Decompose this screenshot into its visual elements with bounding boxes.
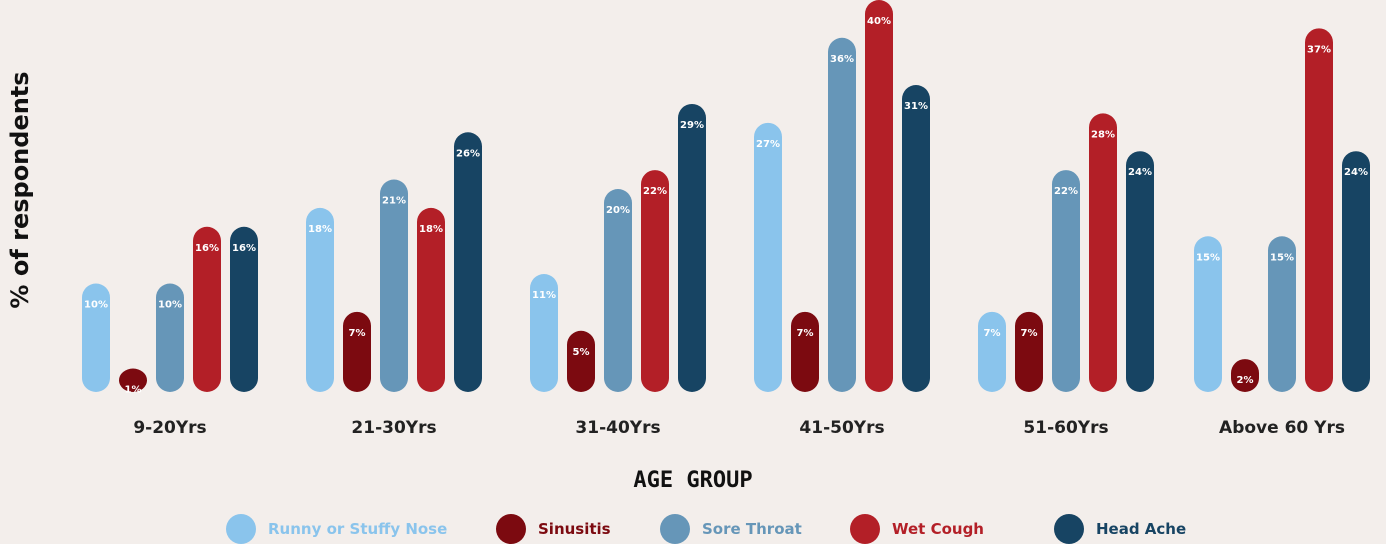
legend-item: Sore Throat xyxy=(660,514,802,544)
data-label: 24% xyxy=(1128,167,1152,178)
bar-sore-throat-3 xyxy=(604,189,632,392)
data-label: 10% xyxy=(158,300,182,311)
data-label: 7% xyxy=(797,328,814,339)
bar-sinusitis-4 xyxy=(791,311,819,392)
legend-label: Runny or Stuffy Nose xyxy=(268,520,448,538)
data-label: 16% xyxy=(232,243,256,254)
bar-sore-throat-6 xyxy=(1268,236,1296,392)
legend-label: Sinusitis xyxy=(538,520,611,538)
data-label: 29% xyxy=(680,120,704,131)
data-label: 28% xyxy=(1091,129,1115,140)
bar-head-ache-6 xyxy=(1342,151,1370,392)
bar-head-ache-2 xyxy=(454,132,482,393)
bar-sore-throat-5 xyxy=(1052,170,1080,392)
legend-label: Sore Throat xyxy=(702,520,802,538)
data-label: 7% xyxy=(984,328,1001,339)
data-label: 36% xyxy=(830,54,854,65)
data-label: 24% xyxy=(1344,167,1368,178)
bar-wet-cough-5 xyxy=(1089,113,1117,393)
bar-runny-or-stuffy-nose-3 xyxy=(530,274,558,392)
x-tick-label: Above 60 Yrs xyxy=(1219,418,1345,438)
bar-wet-cough-1 xyxy=(193,226,221,392)
bar-wet-cough-6 xyxy=(1305,28,1333,392)
legend-swatch xyxy=(660,514,690,544)
data-label: 22% xyxy=(1054,186,1078,197)
bar-runny-or-stuffy-nose-1 xyxy=(82,283,110,392)
bar-sinusitis-1 xyxy=(119,368,147,392)
data-label: 1% xyxy=(125,385,142,396)
bar-sinusitis-2 xyxy=(343,311,371,392)
bar-sore-throat-1 xyxy=(156,283,184,392)
legend-item: Head Ache xyxy=(1054,514,1186,544)
data-label: 15% xyxy=(1196,252,1220,263)
bar-head-ache-1 xyxy=(230,226,258,392)
bar-sore-throat-4 xyxy=(828,37,856,393)
x-tick-label: 21-30Yrs xyxy=(351,418,436,438)
legend-swatch xyxy=(226,514,256,544)
bar-sinusitis-6 xyxy=(1231,359,1259,392)
bar-wet-cough-3 xyxy=(641,170,669,392)
legend-label: Wet Cough xyxy=(892,520,984,538)
bar-head-ache-4 xyxy=(902,85,930,393)
data-label: 15% xyxy=(1270,252,1294,263)
bar-sinusitis-5 xyxy=(1015,311,1043,392)
x-tick-label: 51-60Yrs xyxy=(1023,418,1108,438)
x-tick-label: 9-20Yrs xyxy=(133,418,206,438)
bar-sinusitis-3 xyxy=(567,330,595,392)
data-label: 18% xyxy=(419,224,443,235)
x-tick-label: 31-40Yrs xyxy=(575,418,660,438)
data-label: 18% xyxy=(308,224,332,235)
legend-swatch xyxy=(496,514,526,544)
data-label: 26% xyxy=(456,148,480,159)
legend-swatch xyxy=(1054,514,1084,544)
legend-label: Head Ache xyxy=(1096,520,1187,538)
bar-runny-or-stuffy-nose-2 xyxy=(306,207,334,392)
bar-head-ache-5 xyxy=(1126,151,1154,392)
data-label: 37% xyxy=(1307,44,1331,55)
legend-item: Runny or Stuffy Nose xyxy=(226,514,447,544)
data-label: 10% xyxy=(84,300,108,311)
legend-item: Sinusitis xyxy=(496,514,611,544)
legend-swatch xyxy=(850,514,880,544)
x-tick-label: 41-50Yrs xyxy=(799,418,884,438)
bar-sore-throat-2 xyxy=(380,179,408,392)
legend: Runny or Stuffy Nose Sinusitis Sore Throat… xyxy=(0,514,1386,544)
bar-runny-or-stuffy-nose-4 xyxy=(754,122,782,392)
data-label: 5% xyxy=(573,347,590,358)
bar-wet-cough-2 xyxy=(417,207,445,392)
data-label: 11% xyxy=(532,290,556,301)
legend-item: Wet Cough xyxy=(850,514,984,544)
data-label: 40% xyxy=(867,16,891,27)
bar-runny-or-stuffy-nose-5 xyxy=(978,311,1006,392)
data-label: 16% xyxy=(195,243,219,254)
data-label: 21% xyxy=(382,196,406,207)
data-label: 7% xyxy=(349,328,366,339)
data-label: 31% xyxy=(904,101,928,112)
data-label: 20% xyxy=(606,205,630,216)
data-label: 22% xyxy=(643,186,667,197)
data-label: 7% xyxy=(1021,328,1038,339)
bar-chart: 10% 1% 10% 16% 16% 9-20Yrs 18% 7% 21% 18% 26% 21-30… xyxy=(82,0,1370,438)
bar-head-ache-3 xyxy=(678,103,706,392)
bar-wet-cough-4 xyxy=(865,0,893,392)
bar-runny-or-stuffy-nose-6 xyxy=(1194,236,1222,392)
data-label: 2% xyxy=(1237,375,1254,386)
x-axis-title: AGE GROUP xyxy=(633,468,753,493)
data-label: 27% xyxy=(756,139,780,150)
